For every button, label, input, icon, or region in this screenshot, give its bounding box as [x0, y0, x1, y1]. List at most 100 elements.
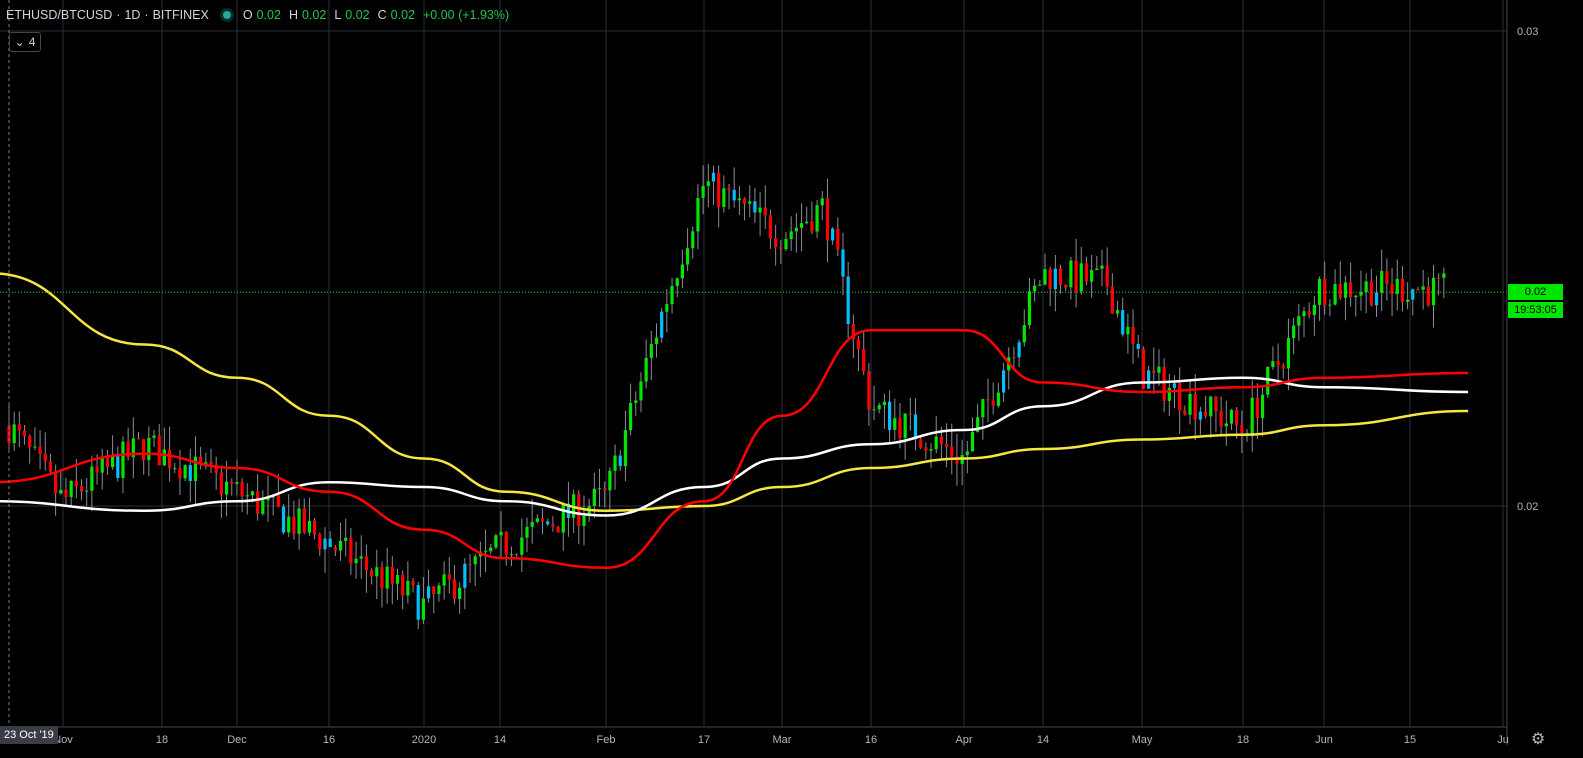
candle-body — [1343, 282, 1348, 298]
candle-body — [209, 462, 213, 465]
candle-body — [944, 444, 949, 447]
candle-body — [1240, 425, 1244, 434]
candle-body — [204, 462, 208, 464]
candle-body — [79, 486, 84, 492]
candle-body — [722, 188, 726, 207]
candle-body — [1354, 295, 1358, 298]
candle-body — [385, 566, 389, 589]
candles-layer — [7, 163, 1446, 630]
candle-body — [1333, 284, 1337, 305]
candle-body — [1224, 423, 1228, 427]
candle-body — [287, 516, 291, 533]
moving-average-line — [0, 272, 1469, 513]
candle-body — [1307, 311, 1311, 316]
candle-body — [1359, 292, 1363, 296]
candle-body — [1395, 278, 1399, 294]
candle-body — [256, 491, 260, 514]
candle-body — [1162, 366, 1166, 401]
candle-body — [711, 172, 716, 182]
candle-body — [1411, 289, 1415, 300]
candle-body — [779, 247, 783, 250]
candle-body — [753, 201, 757, 213]
candle-body — [157, 435, 161, 466]
candle-body — [193, 456, 198, 481]
candle-body — [530, 521, 534, 527]
moving-averages-layer — [0, 272, 1469, 570]
candle-body — [1374, 292, 1379, 306]
candle-body — [639, 381, 643, 401]
candle-body — [245, 495, 249, 497]
candle-body — [805, 221, 809, 224]
candle-body — [1152, 370, 1156, 373]
symbol-legend[interactable]: ETHUSD/BTCUSD · 1D · BITFINEX O 0.02 H 0.0… — [6, 8, 513, 22]
price-axis-label: 0.03 — [1517, 26, 1538, 38]
settings-gear-icon[interactable]: ⚙ — [1530, 731, 1546, 748]
candle-body — [1141, 348, 1146, 389]
candle-body — [691, 231, 695, 249]
candle-body — [152, 435, 156, 438]
candle-body — [1053, 268, 1057, 290]
candle-body — [1281, 365, 1285, 369]
candle-body — [370, 570, 374, 577]
indicator-count: 4 — [28, 35, 36, 49]
candle-body — [613, 455, 617, 471]
candle-body — [1219, 411, 1223, 427]
candle-body — [1364, 281, 1368, 293]
symbol-name[interactable]: ETHUSD/BTCUSD — [6, 8, 113, 22]
candle-body — [1095, 268, 1099, 271]
close-value: 0.02 — [390, 8, 415, 22]
candle-body — [893, 418, 897, 430]
candle-body — [463, 563, 467, 588]
candle-body — [95, 466, 99, 473]
candle-body — [1043, 269, 1047, 285]
candle-body — [261, 500, 265, 514]
candle-body — [100, 458, 104, 473]
candle-body — [1172, 383, 1177, 388]
time-axis-label: 16 — [323, 734, 335, 746]
candle-body — [1022, 325, 1026, 343]
candle-body — [199, 456, 203, 464]
candle-body — [535, 518, 539, 522]
candle-body — [1297, 316, 1301, 326]
countdown-tag: 19:53:05 — [1508, 302, 1563, 318]
candle-body — [38, 446, 42, 454]
candle-body — [882, 401, 887, 406]
candle-body — [991, 400, 995, 406]
high-value: 0.02 — [301, 8, 327, 22]
candle-body — [1431, 277, 1436, 306]
candle-body — [515, 554, 519, 556]
candle-body — [924, 447, 928, 451]
candle-body — [546, 521, 550, 525]
candle-body — [654, 337, 659, 345]
candle-body — [1385, 271, 1389, 285]
high-label: H — [288, 8, 298, 22]
interval[interactable]: 1D — [124, 8, 141, 22]
candle-body — [1136, 343, 1140, 349]
candle-body — [1121, 310, 1125, 335]
candle-body — [509, 554, 514, 556]
candle-body — [349, 537, 353, 564]
candle-body — [758, 207, 762, 213]
candle-body — [970, 431, 975, 452]
candle-body — [183, 465, 187, 479]
market-status-icon[interactable] — [222, 11, 231, 19]
candle-body — [996, 392, 1000, 406]
candle-body — [877, 405, 881, 410]
indicators-toggle-button[interactable]: ⌄ 4 — [9, 32, 41, 52]
candle-body — [825, 198, 830, 241]
candle-body — [230, 481, 234, 484]
candle-body — [240, 482, 244, 497]
time-axis-label: Jun — [1315, 734, 1333, 746]
candle-body — [784, 239, 788, 250]
candle-body — [167, 449, 172, 469]
candle-body — [297, 508, 301, 534]
candle-body — [48, 461, 53, 472]
open-label: O — [242, 8, 253, 22]
low-label: L — [334, 8, 342, 22]
candle-body — [437, 585, 441, 594]
time-axis-label: Nov — [53, 734, 73, 746]
candle-body — [173, 468, 177, 470]
candle-body — [898, 418, 902, 438]
